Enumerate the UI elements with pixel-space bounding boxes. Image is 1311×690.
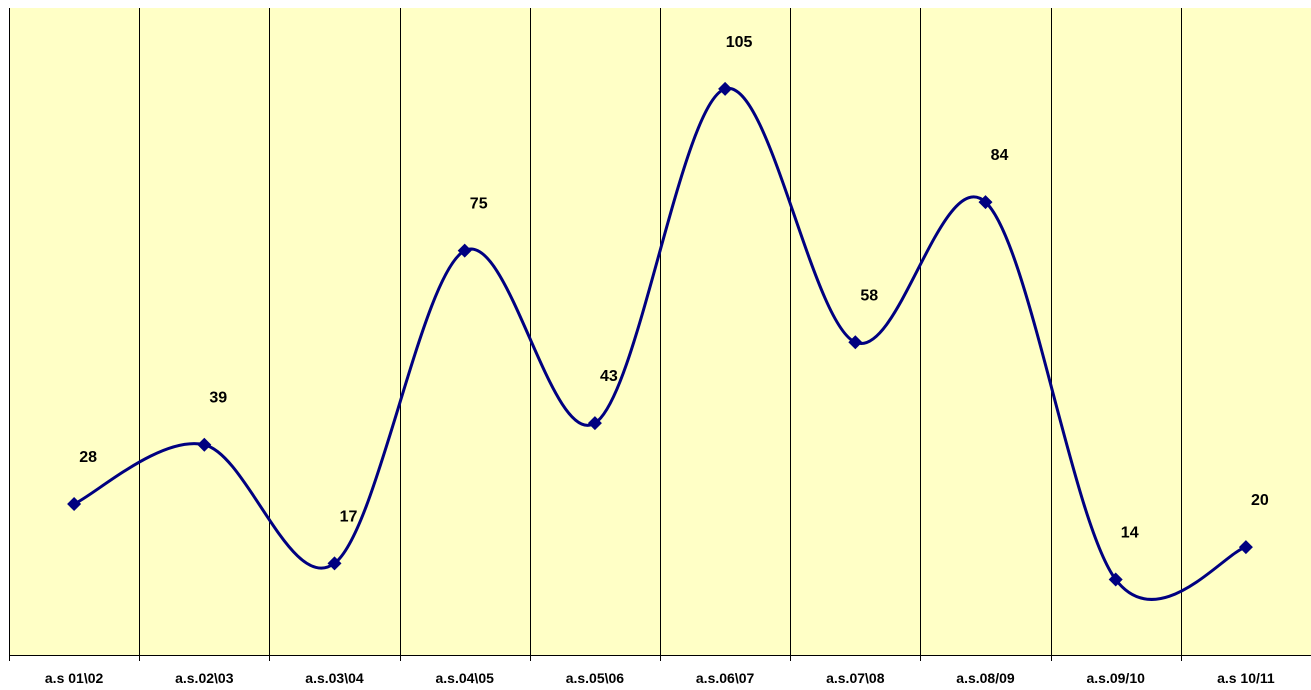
data-point-marker: [197, 437, 212, 452]
data-label: 84: [991, 147, 1009, 164]
data-markers: [67, 81, 1253, 587]
x-tick-label: a.s 01\02: [45, 670, 104, 686]
series-line: [73, 87, 1247, 601]
data-label: 105: [726, 34, 753, 51]
data-point-marker: [1238, 540, 1253, 555]
x-tick-label: a.s.09/10: [1087, 670, 1146, 686]
data-label: 17: [340, 508, 358, 525]
data-labels: 28 39 17 75 43 105 58 84 14 20: [79, 34, 1269, 542]
data-point-marker: [1108, 572, 1123, 587]
vertical-gridlines: [9, 8, 1182, 655]
x-axis-ticks: [9, 655, 1182, 661]
x-tick-label: a.s.02\03: [175, 670, 234, 686]
data-label: 75: [470, 196, 488, 213]
x-axis-tick-labels: a.s 01\02 a.s.02\03 a.s.03\04 a.s.04\05 a.s.…: [45, 670, 1275, 686]
data-point-marker: [67, 497, 82, 512]
x-tick-label: a.s.05\06: [566, 670, 625, 686]
x-tick-label: a.s 10/11: [1217, 670, 1275, 686]
data-label: 14: [1121, 525, 1139, 542]
data-label: 43: [600, 368, 618, 385]
data-label: 20: [1251, 492, 1269, 509]
data-point-marker: [587, 416, 602, 431]
data-point-marker: [848, 335, 863, 350]
x-tick-label: a.s.07\08: [826, 670, 885, 686]
data-label: 28: [79, 449, 97, 466]
data-point-marker: [327, 556, 342, 571]
data-label: 58: [860, 287, 878, 304]
data-label: 39: [209, 390, 227, 407]
x-tick-label: a.s.06\07: [696, 670, 755, 686]
data-point-marker: [978, 195, 993, 210]
x-tick-label: a.s.03\04: [305, 670, 364, 686]
data-point-marker: [718, 81, 733, 96]
data-point-marker: [457, 243, 472, 258]
x-tick-label: a.s.08/09: [956, 670, 1015, 686]
x-tick-label: a.s.04\05: [436, 670, 495, 686]
